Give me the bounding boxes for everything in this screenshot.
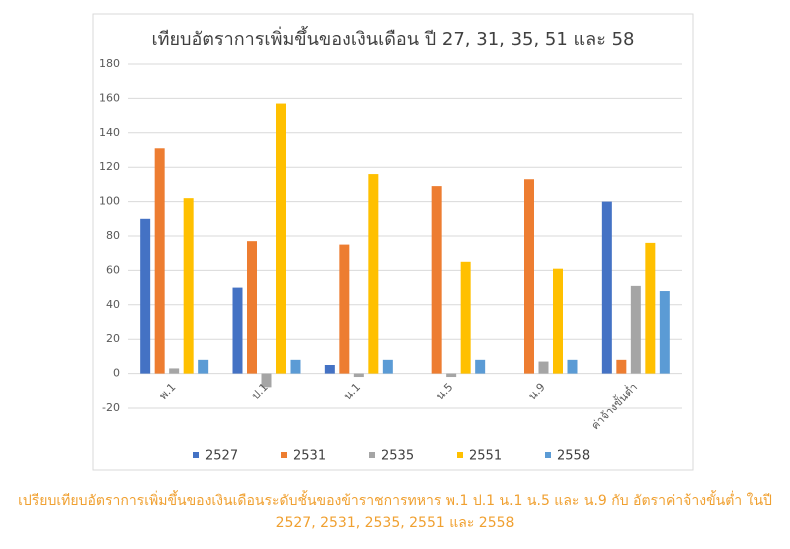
bar (169, 368, 180, 374)
caption: เปรียบเทียบอัตราการเพิ่มขึ้นของเงินเดือน… (18, 493, 772, 531)
bar (183, 198, 194, 374)
bar (524, 179, 534, 374)
legend-label: 2527 (205, 449, 238, 464)
bar (553, 268, 563, 374)
bar (232, 287, 243, 374)
legend-label: 2551 (469, 449, 502, 464)
chart: เทียบอัตราการเพิ่มขึ้นของเงินเดือน ปี 27… (92, 13, 694, 471)
chart-title: เทียบอัตราการเพิ่มขึ้นของเงินเดือน ปี 27… (151, 26, 634, 50)
bar (247, 241, 257, 374)
bar (567, 359, 578, 374)
legend-label: 2558 (557, 449, 590, 464)
y-tick-label: 180 (99, 57, 120, 70)
y-tick-label: 20 (106, 332, 120, 345)
bar (382, 359, 393, 374)
y-tick-label: 100 (99, 195, 120, 208)
bar (616, 359, 627, 374)
bar (353, 373, 364, 378)
bar (446, 373, 457, 378)
bar (368, 174, 379, 374)
bar (339, 244, 350, 374)
legend-swatch (281, 452, 287, 458)
bar (324, 365, 335, 374)
bar (659, 291, 670, 374)
legend-swatch (193, 452, 199, 458)
bar (431, 186, 442, 374)
legend-label: 2531 (293, 449, 326, 464)
y-tick-label: 160 (99, 91, 120, 104)
bar (645, 242, 656, 374)
bar (460, 261, 471, 374)
bar (601, 201, 612, 374)
bar (154, 148, 165, 374)
bar (630, 285, 641, 374)
y-tick-label: 60 (106, 263, 120, 276)
bar (276, 103, 286, 374)
y-tick-label: 0 (113, 367, 120, 380)
y-tick-label: 40 (106, 298, 120, 311)
bar (538, 361, 549, 374)
bar (261, 373, 272, 388)
bar (198, 359, 209, 374)
legend-swatch (545, 452, 551, 458)
bar (140, 218, 151, 374)
legend-swatch (457, 452, 463, 458)
bar (475, 359, 486, 374)
y-tick-label: 140 (99, 126, 120, 139)
legend-swatch (369, 452, 375, 458)
bar (290, 359, 301, 374)
y-tick-label: 80 (106, 229, 120, 242)
legend-label: 2535 (381, 449, 414, 464)
y-tick-label: 120 (99, 160, 120, 173)
y-tick-label: -20 (102, 401, 120, 414)
